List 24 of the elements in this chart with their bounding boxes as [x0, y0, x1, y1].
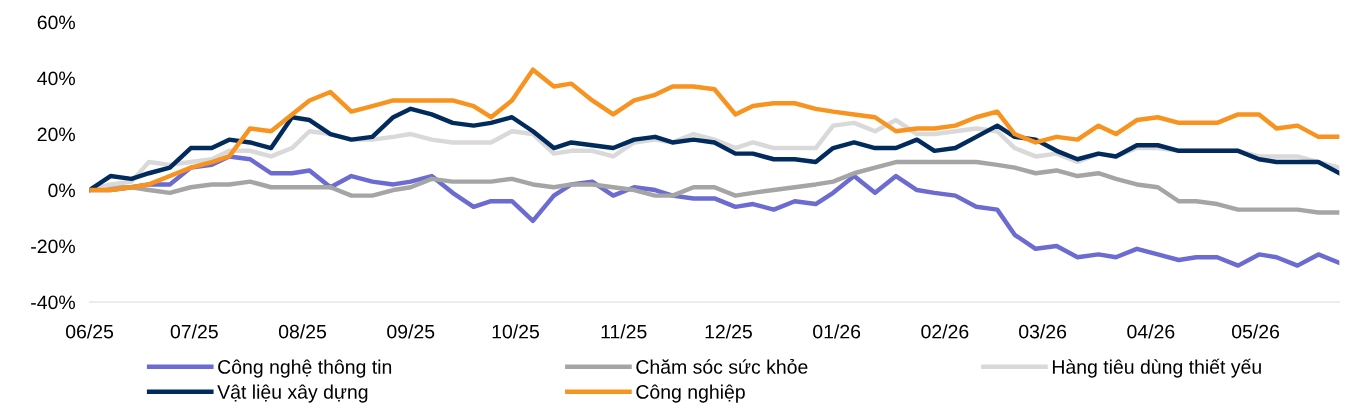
y-tick-label: 40%: [37, 71, 75, 86]
y-tick-label: -20%: [31, 239, 75, 254]
x-tick-label: 10/25: [492, 324, 539, 339]
legend-label: Công nghiệp: [636, 384, 745, 403]
x-tick-label: 08/25: [278, 324, 327, 339]
y-tick-label: -40%: [31, 295, 75, 310]
x-tick-label: 11/25: [601, 324, 647, 339]
y-tick-label: 0%: [48, 183, 75, 198]
legend-label: Công nghệ thông tin: [218, 359, 392, 378]
x-tick-label: 07/25: [170, 324, 218, 339]
x-tick-label: 03/26: [1019, 324, 1067, 339]
x-tick-label: 06/25: [65, 324, 114, 339]
x-tick-label: 04/26: [1127, 324, 1175, 339]
x-tick-label: 02/26: [921, 324, 969, 339]
legend-label: Chăm sóc sức khỏe: [636, 358, 808, 374]
line-series: [89, 67, 1340, 193]
legend-label: Vật liệu xây dựng: [217, 384, 368, 403]
x-tick-label: 09/25: [387, 324, 435, 339]
x-tick-label: 12/25: [705, 324, 752, 339]
x-tick-label: 05/26: [1232, 324, 1280, 339]
y-tick-label: 20%: [37, 127, 75, 142]
legend-label: Hàng tiêu dùng thiết yếu: [1052, 358, 1261, 378]
y-tick-label: 60%: [37, 15, 75, 30]
x-tick-label: 01/26: [813, 324, 861, 339]
